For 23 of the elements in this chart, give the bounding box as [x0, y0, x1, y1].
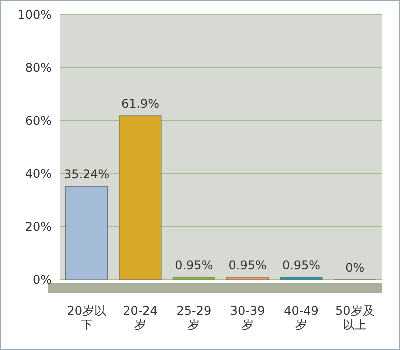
data-label: 0.95%	[228, 258, 267, 272]
bar	[172, 277, 216, 280]
data-label: 0.95%	[282, 258, 321, 272]
y-tick-label: 60%	[25, 114, 52, 128]
x-tick-label: 20-24岁	[123, 304, 158, 332]
bar	[119, 116, 162, 280]
bar	[226, 277, 270, 280]
y-tick-label: 40%	[25, 167, 52, 181]
data-label: 61.9%	[121, 96, 160, 111]
y-tick-label: 100%	[18, 8, 52, 22]
data-label: 35.24%	[64, 168, 110, 182]
x-tick-label: 40-49岁	[284, 304, 319, 332]
x-tick-label: 25-29岁	[176, 304, 212, 332]
y-tick-label: 0%	[32, 273, 52, 287]
y-tick-label: 80%	[25, 61, 52, 75]
bar	[280, 277, 323, 280]
x-tick-label: 20岁以下	[67, 304, 106, 332]
y-tick-label: 20%	[25, 220, 52, 234]
x-tick-label: 30-39岁	[230, 304, 266, 332]
data-label: 0.95%	[175, 258, 214, 272]
data-label: 0%	[346, 261, 365, 275]
x-tick-label: 50岁及以上	[336, 304, 375, 332]
bar	[66, 186, 108, 280]
